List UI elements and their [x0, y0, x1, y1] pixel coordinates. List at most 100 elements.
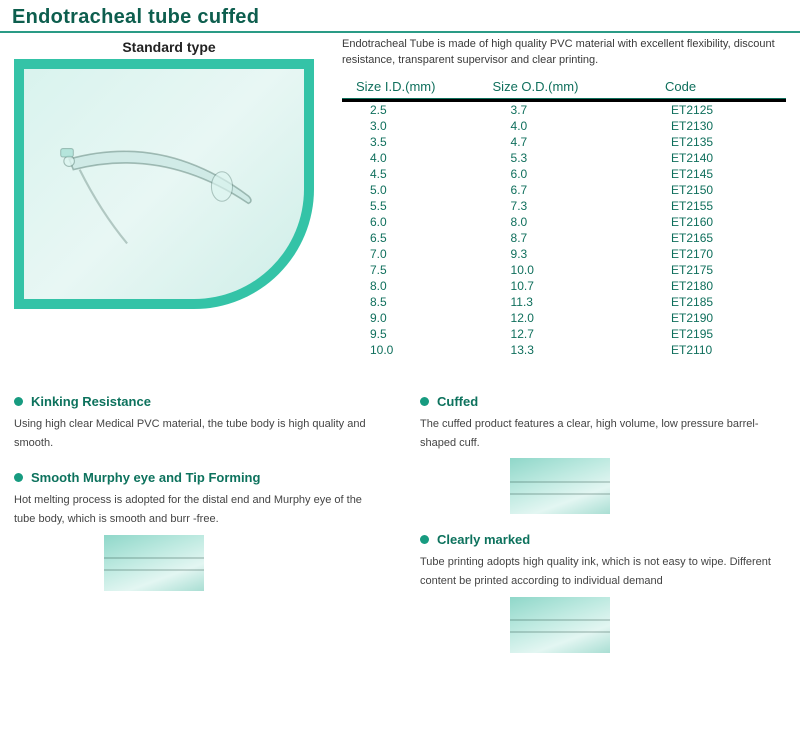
- table-cell: ET2150: [635, 182, 786, 198]
- table-cell: 13.3: [489, 342, 636, 358]
- table-cell: 8.0: [489, 214, 636, 230]
- table-cell: 3.7: [489, 102, 636, 118]
- feature-block: Smooth Murphy eye and Tip Forming Hot mel…: [14, 470, 380, 590]
- bullet-icon: [420, 397, 429, 406]
- table-row: 2.53.7ET2125: [342, 102, 786, 118]
- table-row: 7.510.0ET2175: [342, 262, 786, 278]
- table-cell: 9.0: [342, 310, 489, 326]
- table-cell: 7.5: [342, 262, 489, 278]
- table-cell: ET2180: [635, 278, 786, 294]
- size-table: Size I.D.(mm) Size O.D.(mm) Code 2.53.7E…: [342, 77, 786, 358]
- feature-block: Clearly marked Tube printing adopts high …: [420, 532, 786, 652]
- table-cell: 3.0: [342, 118, 489, 134]
- table-cell: ET2155: [635, 198, 786, 214]
- table-cell: 5.3: [489, 150, 636, 166]
- table-row: 6.58.7ET2165: [342, 230, 786, 246]
- feature-title: Clearly marked: [437, 532, 530, 547]
- table-cell: ET2175: [635, 262, 786, 278]
- product-title: Endotracheal tube cuffed: [12, 6, 788, 29]
- table-cell: 4.7: [489, 134, 636, 150]
- table-cell: 5.0: [342, 182, 489, 198]
- product-sheet: Endotracheal tube cuffed Standard type E…: [0, 0, 800, 683]
- table-cell: 11.3: [489, 294, 636, 310]
- tube-illustration: [52, 138, 276, 265]
- table-cell: 4.0: [489, 118, 636, 134]
- table-cell: 8.5: [342, 294, 489, 310]
- feature-thumbnail: [510, 458, 610, 514]
- bullet-icon: [14, 473, 23, 482]
- bullet-icon: [14, 397, 23, 406]
- title-bar: Endotracheal tube cuffed: [0, 0, 800, 33]
- table-row: 5.06.7ET2150: [342, 182, 786, 198]
- bullet-icon: [420, 535, 429, 544]
- image-column: Standard type: [14, 37, 324, 358]
- table-cell: ET2110: [635, 342, 786, 358]
- feature-thumbnail: [104, 535, 204, 591]
- product-image: [24, 69, 304, 299]
- table-cell: ET2125: [635, 102, 786, 118]
- table-row: 9.512.7ET2195: [342, 326, 786, 342]
- table-cell: 6.0: [342, 214, 489, 230]
- table-cell: 8.7: [489, 230, 636, 246]
- product-image-frame: [14, 59, 314, 309]
- features-right-col: CuffedThe cuffed product features a clea…: [420, 394, 786, 671]
- table-row: 5.57.3ET2155: [342, 198, 786, 214]
- table-row: 8.511.3ET2185: [342, 294, 786, 310]
- spec-column: Endotracheal Tube is made of high qualit…: [342, 37, 786, 358]
- features-section: Kinking Resistance Using high clear Medic…: [0, 368, 800, 683]
- table-cell: ET2160: [635, 214, 786, 230]
- table-row: 4.05.3ET2140: [342, 150, 786, 166]
- feature-title-row: Clearly marked: [420, 532, 786, 547]
- table-cell: 6.5: [342, 230, 489, 246]
- features-left-col: Kinking Resistance Using high clear Medic…: [14, 394, 380, 671]
- feature-title: Smooth Murphy eye and Tip Forming: [31, 470, 260, 485]
- product-subtitle: Standard type: [14, 39, 324, 55]
- table-cell: ET2145: [635, 166, 786, 182]
- table-cell: 10.0: [342, 342, 489, 358]
- table-cell: 10.7: [489, 278, 636, 294]
- feature-title: Cuffed: [437, 394, 478, 409]
- table-cell: ET2135: [635, 134, 786, 150]
- col-size-od: Size O.D.(mm): [489, 77, 636, 99]
- table-row: 3.54.7ET2135: [342, 134, 786, 150]
- table-cell: ET2140: [635, 150, 786, 166]
- table-cell: 8.0: [342, 278, 489, 294]
- table-row: 9.012.0ET2190: [342, 310, 786, 326]
- table-cell: 2.5: [342, 102, 489, 118]
- table-cell: 9.3: [489, 246, 636, 262]
- table-cell: 3.5: [342, 134, 489, 150]
- table-cell: 7.0: [342, 246, 489, 262]
- table-cell: 10.0: [489, 262, 636, 278]
- table-row: 6.08.0ET2160: [342, 214, 786, 230]
- feature-block: Kinking Resistance Using high clear Medic…: [14, 394, 380, 452]
- table-cell: 6.0: [489, 166, 636, 182]
- feature-description: Tube printing adopts high quality ink, w…: [420, 553, 786, 590]
- feature-title-row: Kinking Resistance: [14, 394, 380, 409]
- table-cell: ET2195: [635, 326, 786, 342]
- table-cell: ET2165: [635, 230, 786, 246]
- feature-title-row: Smooth Murphy eye and Tip Forming: [14, 470, 380, 485]
- feature-thumbnail: [510, 597, 610, 653]
- product-description: Endotracheal Tube is made of high qualit…: [342, 37, 786, 69]
- table-cell: 5.5: [342, 198, 489, 214]
- table-cell: ET2190: [635, 310, 786, 326]
- table-cell: ET2185: [635, 294, 786, 310]
- feature-block: CuffedThe cuffed product features a clea…: [420, 394, 786, 514]
- table-cell: 4.5: [342, 166, 489, 182]
- table-row: 8.010.7ET2180: [342, 278, 786, 294]
- table-cell: 12.0: [489, 310, 636, 326]
- table-cell: 7.3: [489, 198, 636, 214]
- table-body: 2.53.7ET21253.04.0ET21303.54.7ET21354.05…: [342, 98, 786, 358]
- feature-title-row: Cuffed: [420, 394, 786, 409]
- table-row: 3.04.0ET2130: [342, 118, 786, 134]
- col-code: Code: [635, 77, 786, 99]
- table-row: 4.56.0ET2145: [342, 166, 786, 182]
- table-row: 7.09.3ET2170: [342, 246, 786, 262]
- table-cell: ET2130: [635, 118, 786, 134]
- feature-description: Using high clear Medical PVC material, t…: [14, 415, 380, 452]
- feature-title: Kinking Resistance: [31, 394, 151, 409]
- table-cell: 9.5: [342, 326, 489, 342]
- col-size-id: Size I.D.(mm): [342, 77, 489, 99]
- table-cell: 6.7: [489, 182, 636, 198]
- feature-description: Hot melting process is adopted for the d…: [14, 491, 380, 528]
